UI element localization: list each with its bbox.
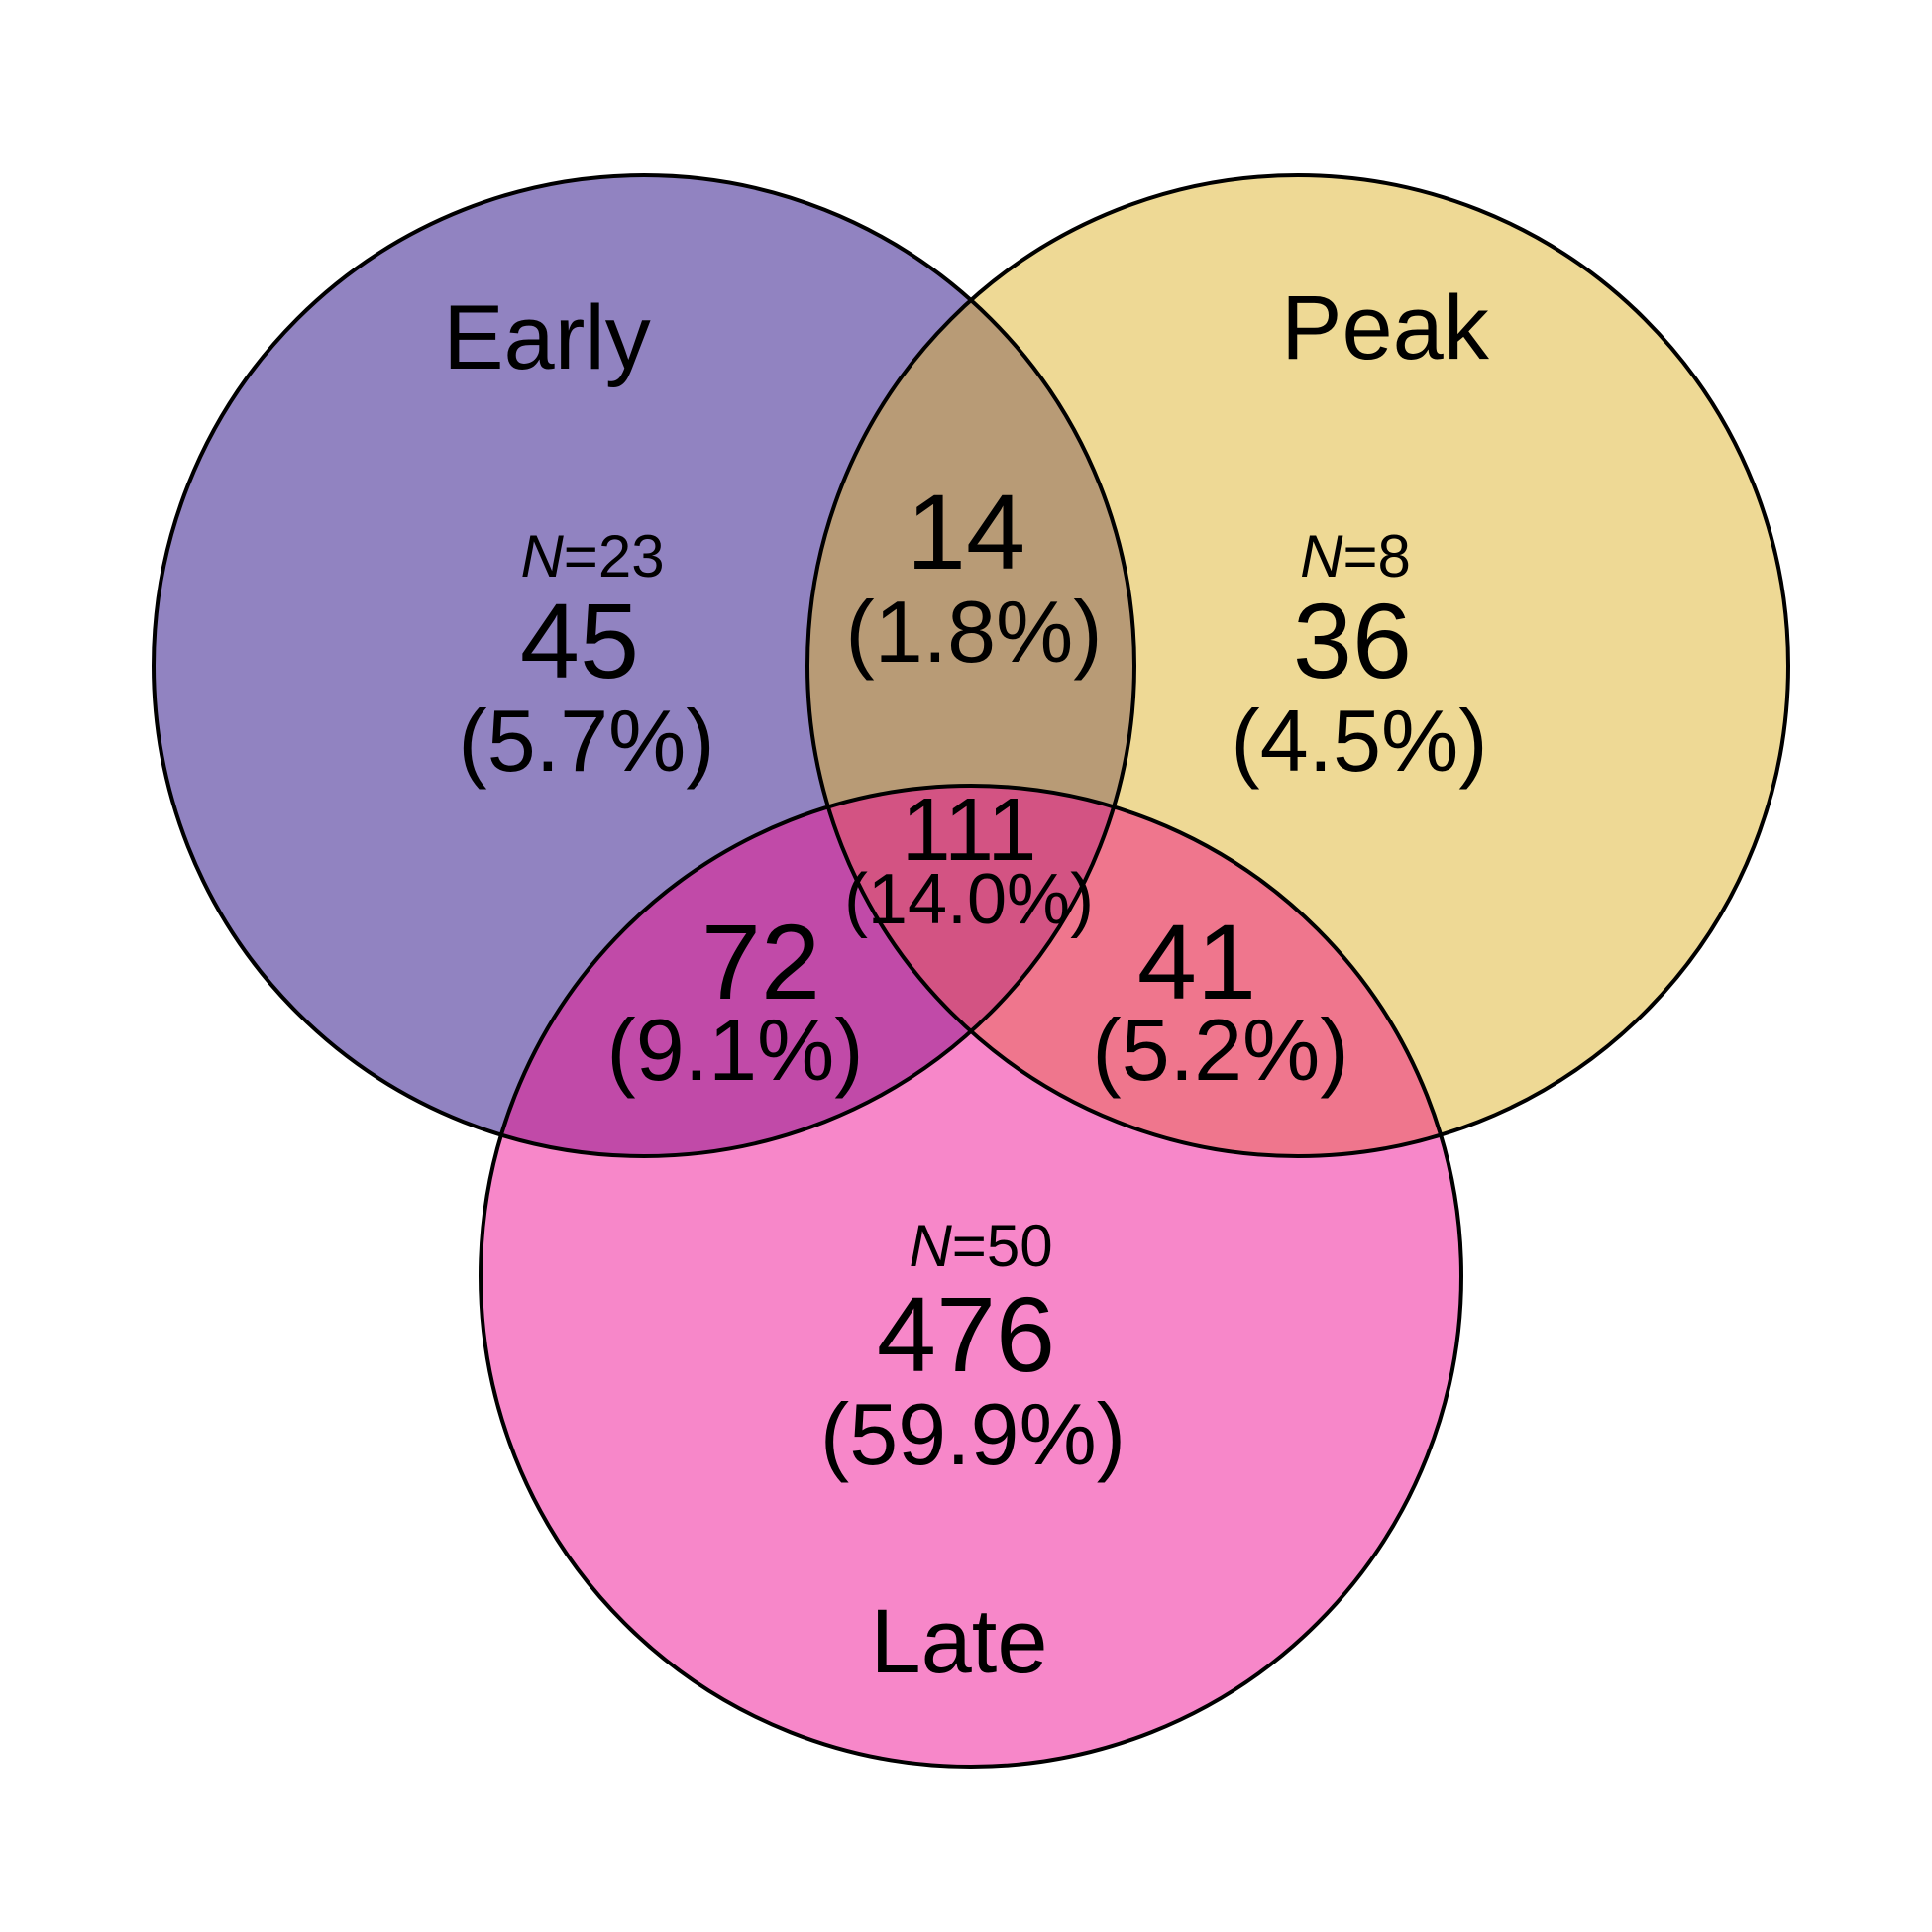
early-peak-count: 14 — [907, 472, 1025, 591]
peak-only-n: N=8 — [1300, 523, 1411, 590]
early-late-percent: (9.1%) — [606, 1001, 863, 1099]
early-late-count: 72 — [701, 902, 820, 1021]
peak-late-percent: (5.2%) — [1092, 1001, 1348, 1099]
peak-only-percent: (4.5%) — [1231, 692, 1487, 790]
early-only-n: N=23 — [520, 523, 664, 590]
late-only-count: 476 — [877, 1274, 1055, 1394]
peak-late-overlap — [807, 786, 1461, 1156]
set-name-early: Early — [443, 287, 651, 388]
peak-only-count: 36 — [1293, 581, 1412, 700]
all-count: 111 — [902, 781, 1037, 880]
peak-late-count: 41 — [1137, 902, 1256, 1021]
peak-outline — [805, 173, 1790, 1158]
late-outline — [479, 784, 1463, 1769]
late-only-n: N=50 — [909, 1213, 1052, 1279]
set-name-late: Late — [870, 1591, 1047, 1692]
early-peak-percent: (1.8%) — [845, 583, 1102, 681]
all-percent: (14.0%) — [844, 860, 1094, 939]
early-late-overlap — [481, 786, 1134, 1156]
early-outline — [152, 173, 1136, 1158]
set-name-peak: Peak — [1281, 277, 1490, 378]
early-only-count: 45 — [520, 581, 639, 700]
early-only-percent: (5.7%) — [458, 692, 714, 790]
late-only-percent: (59.9%) — [820, 1385, 1126, 1483]
